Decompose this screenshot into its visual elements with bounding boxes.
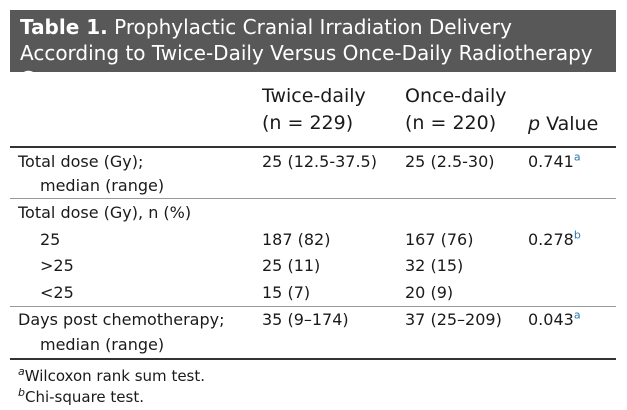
cell: 35 (9–174) bbox=[262, 310, 349, 329]
cell: 25 (2.5-30) bbox=[405, 152, 495, 171]
cell-text: 0.043 bbox=[528, 310, 574, 329]
table-title: Table 1. Prophylactic Cranial Irradiatio… bbox=[20, 14, 616, 92]
bottom-rule bbox=[10, 358, 616, 360]
footnote-mark: b bbox=[18, 386, 25, 399]
cell: 0.278b bbox=[528, 230, 581, 250]
column-header: Once-daily bbox=[405, 85, 507, 107]
footnote-text: Wilcoxon rank sum test. bbox=[24, 367, 206, 385]
footnote: bChi-square test. bbox=[18, 387, 144, 407]
footnote-mark: a bbox=[18, 365, 25, 378]
footnote-ref: a bbox=[573, 150, 581, 164]
column-header: (n = 229) bbox=[262, 112, 354, 134]
footnote-text: Chi-square test. bbox=[24, 388, 144, 406]
cell-text: 0.278 bbox=[528, 230, 574, 249]
cell: 167 (76) bbox=[405, 230, 474, 249]
row-label: <25 bbox=[40, 283, 74, 302]
column-header: Twice-daily bbox=[262, 85, 366, 107]
header-rule bbox=[10, 146, 616, 148]
row-label: Total dose (Gy); bbox=[18, 152, 144, 171]
row-label: >25 bbox=[40, 256, 74, 275]
row-label: 25 bbox=[40, 230, 61, 249]
footnote: aWilcoxon rank sum test. bbox=[18, 366, 205, 386]
cell: 187 (82) bbox=[262, 230, 331, 249]
title-text: Prophylactic Cranial Irradiation Deliver… bbox=[20, 15, 593, 91]
row-label: Total dose (Gy), n (%) bbox=[18, 203, 192, 222]
cell: 37 (25–209) bbox=[405, 310, 502, 329]
column-header: (n = 220) bbox=[405, 112, 497, 134]
row-rule bbox=[10, 306, 616, 307]
footnote-ref: a bbox=[573, 308, 581, 322]
row-rule bbox=[10, 198, 616, 199]
title-bar bbox=[10, 10, 616, 72]
cell: 15 (7) bbox=[262, 283, 311, 302]
column-header: p Value bbox=[528, 113, 599, 135]
table-label: Table 1. bbox=[20, 15, 108, 39]
cell: 0.043a bbox=[528, 310, 581, 330]
row-label: median (range) bbox=[40, 335, 165, 354]
cell: 25 (12.5-37.5) bbox=[262, 152, 377, 171]
cell: 25 (11) bbox=[262, 256, 321, 275]
cell-text: 0.741 bbox=[528, 152, 574, 171]
row-label: Days post chemotherapy; bbox=[18, 310, 225, 329]
cell: 0.741a bbox=[528, 152, 581, 172]
row-label: median (range) bbox=[40, 176, 165, 195]
cell: 32 (15) bbox=[405, 256, 464, 275]
cell: 20 (9) bbox=[405, 283, 454, 302]
footnote-ref: b bbox=[573, 228, 581, 242]
